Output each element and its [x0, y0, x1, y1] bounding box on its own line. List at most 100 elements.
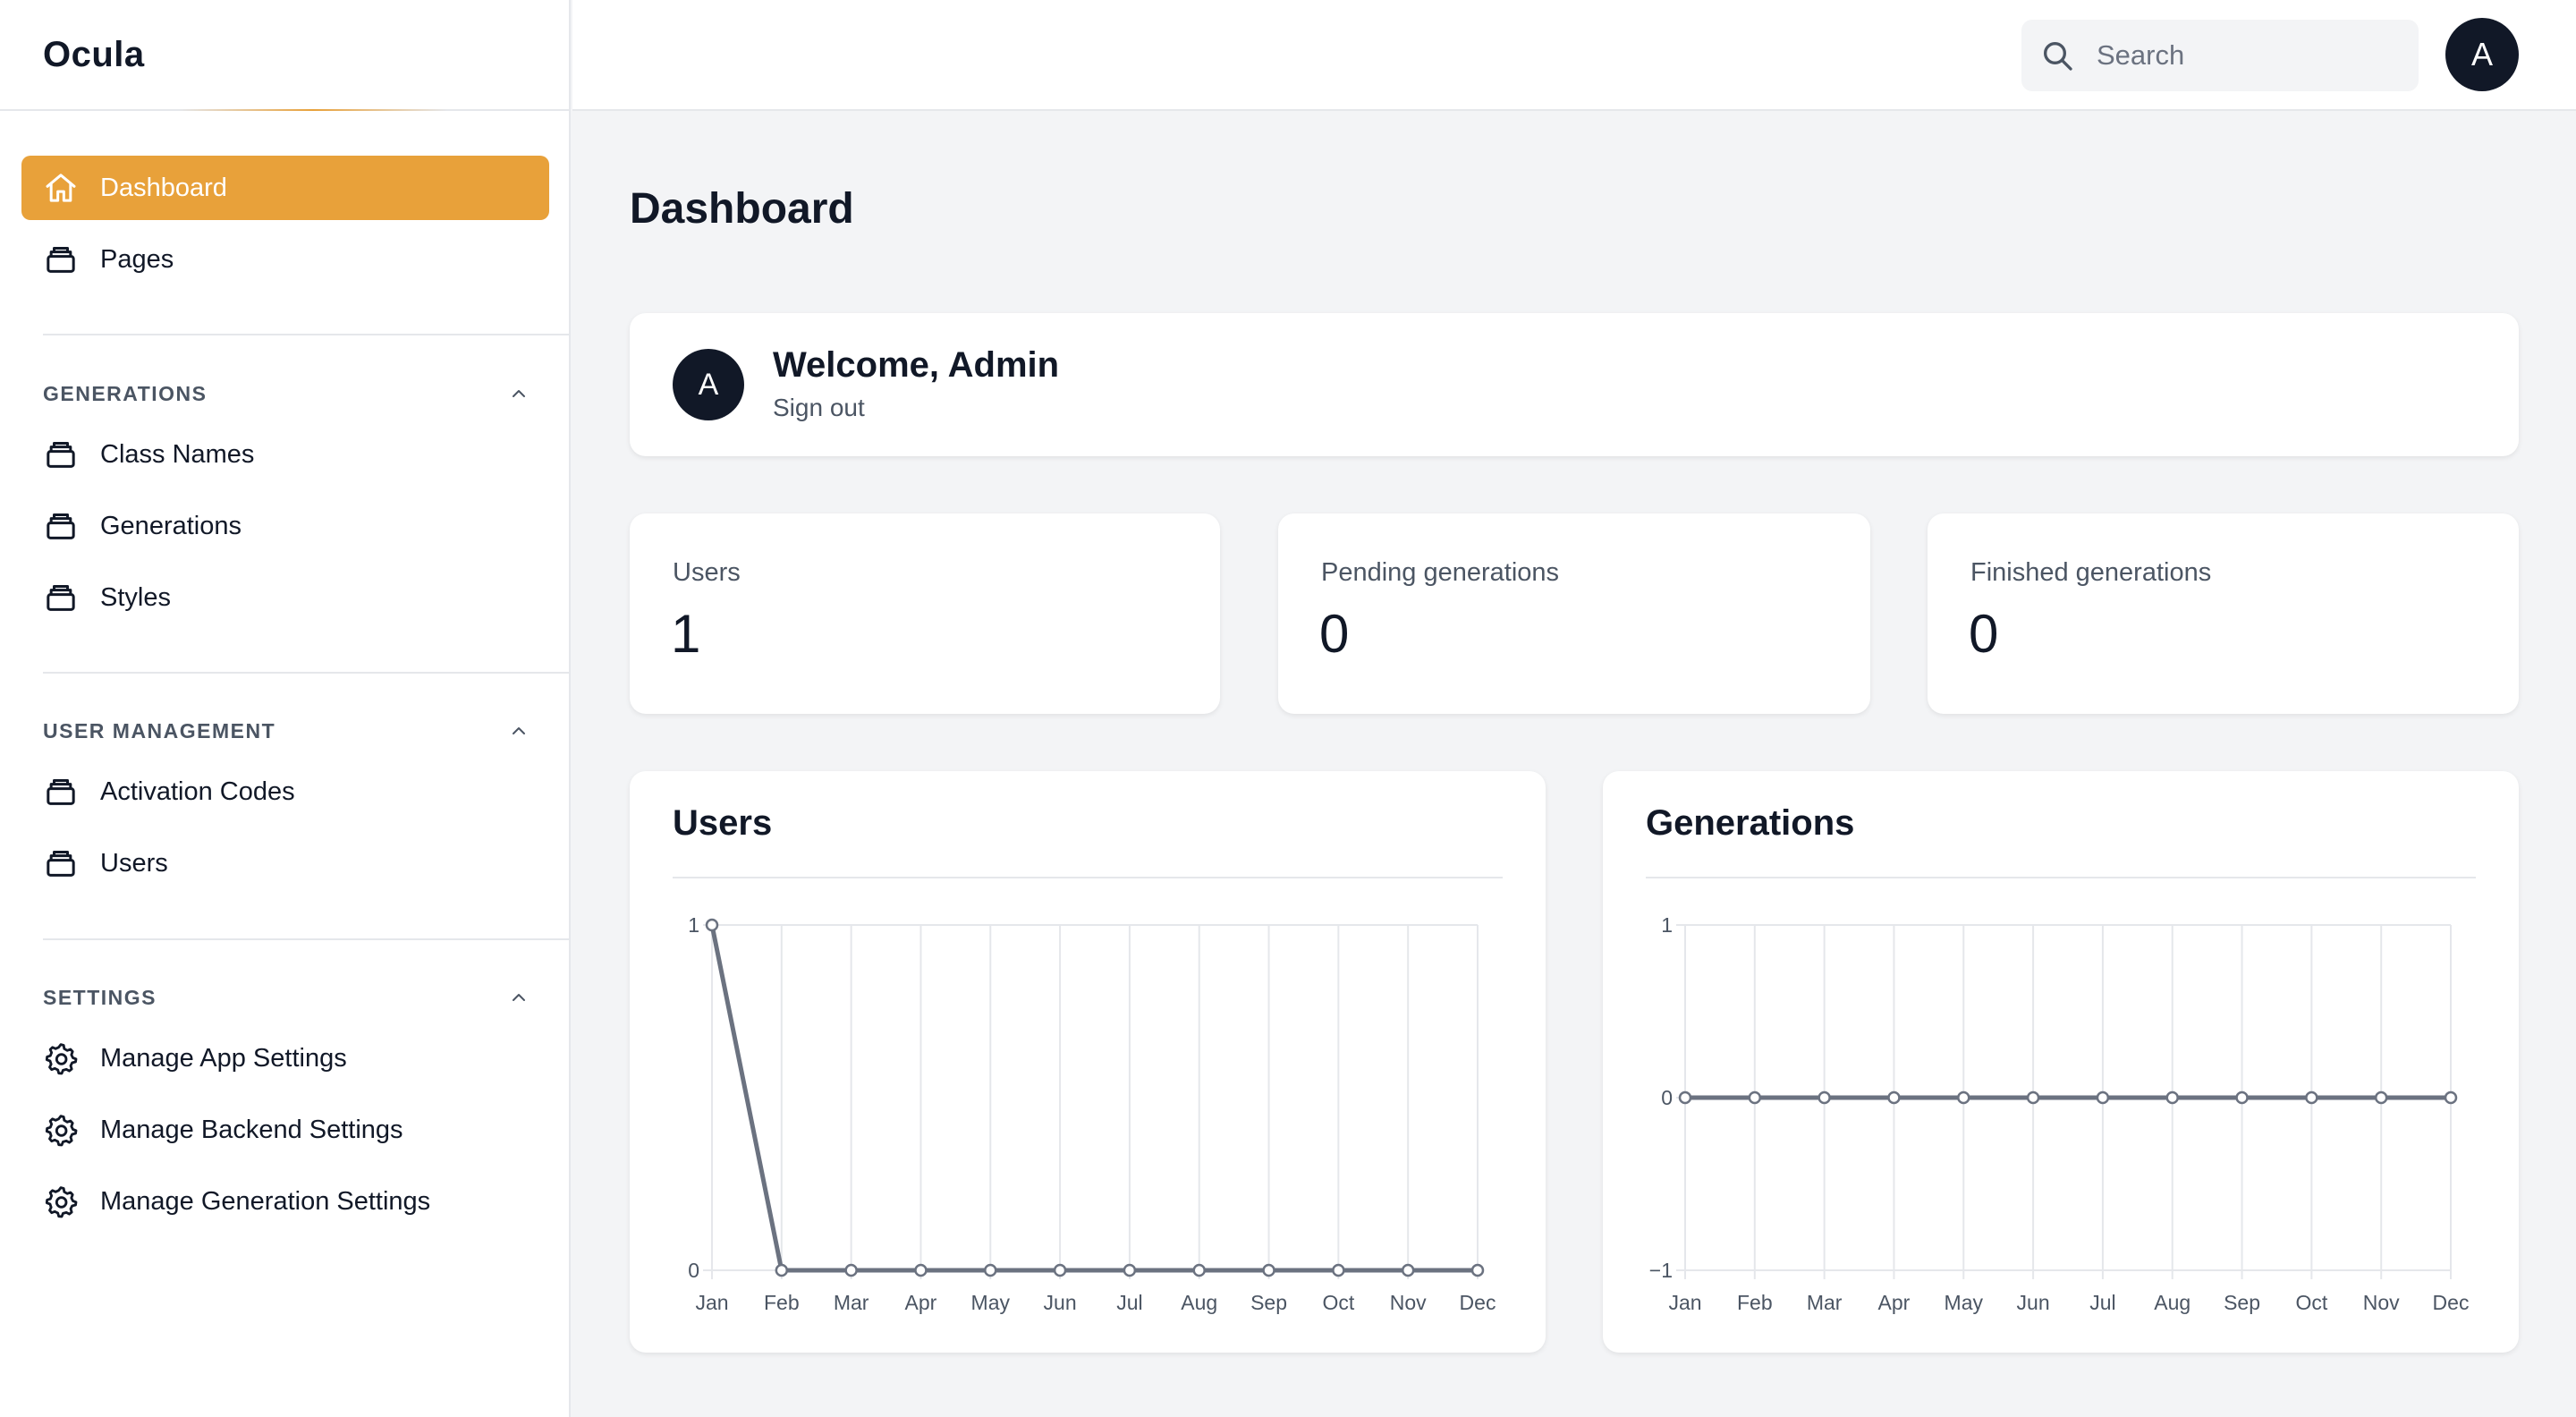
stat-card-finished-generations: Finished generations 0: [1928, 513, 2519, 714]
sidebar-item-class-names[interactable]: Class Names: [21, 422, 549, 487]
sidebar-item-label: Users: [100, 848, 168, 878]
section-title: GENERATIONS: [43, 381, 208, 405]
search-input[interactable]: [2095, 38, 2402, 72]
sidebar-item-label: Manage Backend Settings: [100, 1115, 403, 1144]
y-tick-label: 1: [688, 913, 699, 937]
x-tick-label: Feb: [1737, 1291, 1773, 1314]
sidebar-item-pages[interactable]: Pages: [21, 227, 549, 292]
stack-icon: [43, 242, 79, 277]
brand-logo-text[interactable]: Ocula: [43, 34, 145, 74]
x-tick-label: Jan: [695, 1291, 728, 1314]
user-avatar-button[interactable]: A: [2445, 18, 2519, 91]
data-point: [984, 1263, 997, 1277]
data-point: [2026, 1090, 2040, 1105]
sidebar-item-label: Manage App Settings: [100, 1043, 347, 1073]
data-point: [705, 918, 719, 932]
brand-header: Ocula: [0, 0, 569, 111]
sidebar-item-dashboard[interactable]: Dashboard: [21, 156, 549, 220]
users-chart-card: Users 0 1 Jan Feb Mar Apr May Jun Jul Aug Sep Oct No…: [630, 771, 1546, 1353]
stack-icon: [43, 845, 79, 881]
stack-icon: [43, 437, 79, 472]
section-title: SETTINGS: [43, 985, 157, 1009]
x-tick-label: Mar: [1807, 1291, 1843, 1314]
stat-value: 1: [671, 604, 701, 664]
sign-out-link[interactable]: Sign out: [773, 394, 865, 421]
x-tick-label: May: [971, 1291, 1011, 1314]
sidebar-divider: [43, 334, 571, 335]
search-box[interactable]: [2021, 20, 2419, 91]
data-point: [1053, 1263, 1067, 1277]
page-title: Dashboard: [630, 185, 854, 233]
y-tick-label: 1: [1661, 913, 1673, 937]
sidebar-item-manage-generation-settings[interactable]: Manage Generation Settings: [21, 1169, 549, 1234]
x-tick-label: Dec: [2433, 1291, 2470, 1314]
stack-icon: [43, 580, 79, 615]
sidebar-item-manage-backend-settings[interactable]: Manage Backend Settings: [21, 1098, 549, 1162]
sidebar-item-label: Manage Generation Settings: [100, 1186, 431, 1216]
data-point: [2444, 1090, 2458, 1105]
chart-divider: [673, 877, 1503, 878]
chevron-up-icon: [513, 390, 525, 397]
data-point: [2165, 1090, 2179, 1105]
data-point: [914, 1263, 928, 1277]
data-point: [1262, 1263, 1275, 1277]
data-point: [2096, 1090, 2110, 1105]
users-line-chart: 0 1 Jan Feb Mar Apr May Jun Jul Aug Sep Oct Nov Dec: [688, 913, 1496, 1314]
sidebar-item-styles[interactable]: Styles: [21, 565, 549, 630]
y-tick-label: 0: [688, 1259, 699, 1282]
sidebar-item-label: Dashboard: [100, 173, 227, 202]
sidebar-item-label: Activation Codes: [100, 776, 295, 806]
sidebar: Ocula Dashboard Pages GENERATIONS Class …: [0, 0, 571, 1417]
search-icon: [2044, 42, 2072, 71]
section-toggle-generations[interactable]: GENERATIONS: [43, 376, 530, 412]
stat-value: 0: [1969, 604, 1999, 664]
section-toggle-settings[interactable]: SETTINGS: [43, 980, 530, 1015]
x-tick-label: Nov: [2363, 1291, 2400, 1314]
x-tick-label: Jul: [1116, 1291, 1142, 1314]
stack-icon: [43, 508, 79, 544]
x-tick-label: Apr: [905, 1291, 937, 1314]
sidebar-item-users[interactable]: Users: [21, 831, 549, 895]
stat-card-users: Users 1: [630, 513, 1220, 714]
sidebar-item-label: Pages: [100, 244, 174, 274]
chart-divider: [1646, 877, 2476, 878]
data-point: [1957, 1090, 1970, 1105]
data-point: [1748, 1090, 1762, 1105]
data-point: [2235, 1090, 2249, 1105]
chart-title: Generations: [1646, 803, 1855, 843]
data-point: [1678, 1090, 1692, 1105]
stat-label: Users: [673, 558, 741, 587]
section-toggle-user-management[interactable]: USER MANAGEMENT: [43, 713, 530, 749]
sidebar-item-label: Styles: [100, 582, 171, 612]
x-tick-label: Oct: [1322, 1291, 1354, 1314]
data-point: [1887, 1090, 1901, 1105]
stat-label: Pending generations: [1321, 558, 1560, 587]
x-tick-label: Dec: [1460, 1291, 1496, 1314]
data-point: [1192, 1263, 1206, 1277]
x-tick-label: Sep: [1250, 1291, 1287, 1314]
welcome-title: Welcome, Admin: [773, 345, 1060, 385]
x-tick-label: Jan: [1668, 1291, 1701, 1314]
data-point: [1123, 1263, 1137, 1277]
gear-icon: [43, 1040, 79, 1076]
x-tick-label: Feb: [764, 1291, 800, 1314]
x-tick-label: Mar: [834, 1291, 869, 1314]
gear-icon: [43, 1112, 79, 1148]
y-tick-label: −1: [1649, 1259, 1673, 1282]
data-point: [775, 1263, 789, 1277]
sidebar-item-label: Generations: [100, 511, 242, 540]
y-tick-label: 0: [1661, 1086, 1673, 1109]
sidebar-item-activation-codes[interactable]: Activation Codes: [21, 759, 549, 824]
chevron-up-icon: [513, 994, 525, 1001]
stat-label: Finished generations: [1970, 558, 2212, 587]
sidebar-item-manage-app-settings[interactable]: Manage App Settings: [21, 1026, 549, 1090]
brand-accent-line: [179, 109, 447, 111]
x-tick-label: Jun: [1044, 1291, 1077, 1314]
gear-icon: [43, 1184, 79, 1219]
data-point: [2374, 1090, 2388, 1105]
sidebar-item-generations[interactable]: Generations: [21, 494, 549, 558]
data-point: [1470, 1263, 1485, 1277]
x-tick-label: Oct: [2295, 1291, 2327, 1314]
data-point: [2305, 1090, 2318, 1105]
x-tick-label: Apr: [1878, 1291, 1911, 1314]
